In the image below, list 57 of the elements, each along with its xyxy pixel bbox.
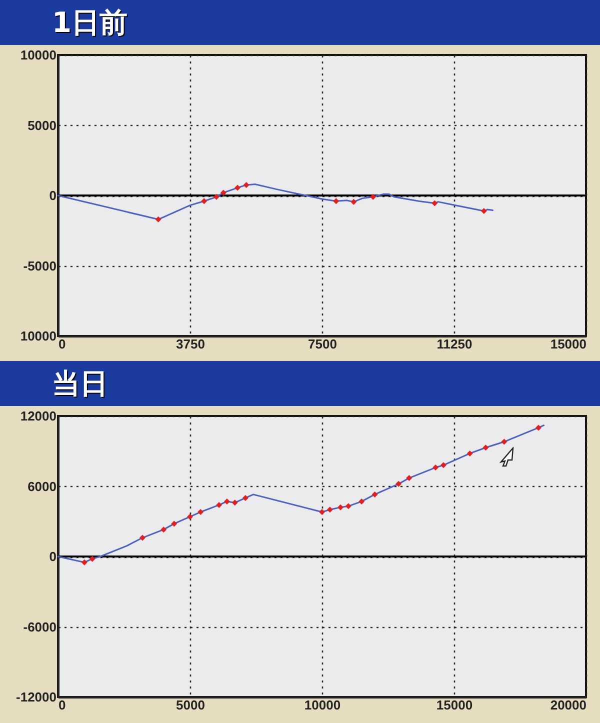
point xyxy=(243,182,250,188)
y-tick-label: 0 xyxy=(49,188,56,203)
chart-title: 当日 xyxy=(0,361,600,406)
point xyxy=(198,509,204,516)
y-tick-label: -12000 xyxy=(16,690,56,704)
point xyxy=(224,498,230,504)
point xyxy=(432,200,438,206)
x-tick-label: 0 xyxy=(58,698,66,712)
point xyxy=(345,503,352,510)
x-tick-label: 15000 xyxy=(550,336,586,352)
y-tick-label: 6000 xyxy=(28,478,56,494)
x-tick-label: 3750 xyxy=(176,336,205,352)
x-tick-label: 20000 xyxy=(550,698,586,712)
point xyxy=(372,491,378,498)
point xyxy=(213,194,220,200)
point xyxy=(232,500,238,506)
point xyxy=(440,462,446,468)
point xyxy=(406,475,412,482)
y-tick-label: -6000 xyxy=(23,619,56,634)
y-tick-label: 12000 xyxy=(20,408,56,424)
point xyxy=(242,494,248,501)
point xyxy=(501,438,508,445)
y-tick-label: 5000 xyxy=(28,118,56,133)
x-tick-label: 7500 xyxy=(308,336,337,352)
point xyxy=(337,504,344,510)
point xyxy=(333,198,340,204)
y-tick-label: -5000 xyxy=(23,258,56,274)
point xyxy=(171,520,178,527)
x-tick-label: 5000 xyxy=(176,698,205,712)
point xyxy=(81,559,88,566)
point xyxy=(466,450,473,456)
point xyxy=(396,480,402,487)
x-tick-label: 10000 xyxy=(304,698,341,712)
point xyxy=(358,498,365,504)
point xyxy=(370,194,376,200)
point xyxy=(326,506,333,513)
chart-title: 1日前 xyxy=(0,0,600,45)
point xyxy=(480,208,487,214)
point xyxy=(216,502,222,508)
point xyxy=(432,464,439,471)
point xyxy=(89,556,96,562)
point xyxy=(155,216,162,222)
x-tick-label: 11250 xyxy=(436,336,472,352)
point xyxy=(187,514,193,520)
y-tick-label: 0 xyxy=(49,549,56,564)
point xyxy=(139,534,146,541)
point xyxy=(160,526,167,533)
x-tick-label: 0 xyxy=(58,336,66,352)
point xyxy=(482,444,489,451)
point xyxy=(201,198,208,204)
point xyxy=(319,509,325,516)
point xyxy=(350,198,357,205)
x-tick-label: 15000 xyxy=(436,698,473,712)
point xyxy=(234,184,241,191)
point xyxy=(535,424,542,431)
point xyxy=(220,190,226,196)
y-tick-label: 10000 xyxy=(20,48,56,62)
